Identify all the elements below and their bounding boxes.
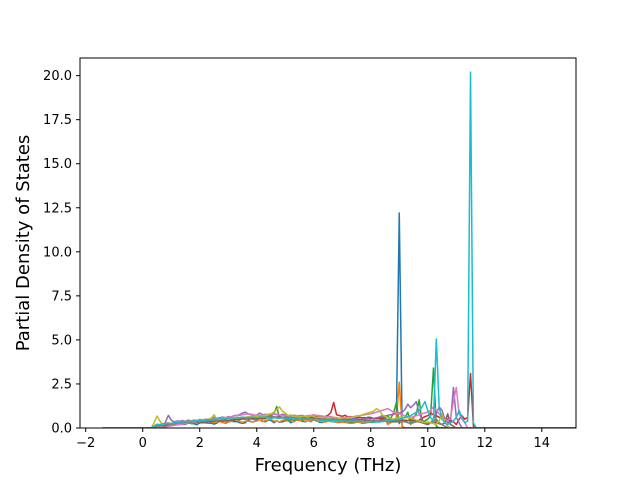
y-axis: 0.0 2.5 5.0 7.5 10.0 12.5 15.0 17.5 20.0 <box>43 69 80 437</box>
y-tick-label: 17.5 <box>43 113 72 128</box>
y-tick-label: 12.5 <box>43 201 72 216</box>
y-tick-label: 7.5 <box>51 289 72 304</box>
x-tick-label: 6 <box>310 436 318 451</box>
series-line-10 <box>102 71 571 428</box>
x-tick-label: 8 <box>367 436 375 451</box>
y-tick-label: 10.0 <box>43 245 72 260</box>
x-tick-label: −2 <box>76 436 95 451</box>
x-tick-label: 10 <box>419 436 436 451</box>
y-tick-label: 5.0 <box>51 333 72 348</box>
y-tick-label: 15.0 <box>43 157 72 172</box>
series-layer <box>102 71 576 428</box>
y-tick-label: 0.0 <box>51 422 72 437</box>
x-axis-label: Frequency (THz) <box>255 455 402 476</box>
y-axis-label: Partial Density of States <box>13 135 34 352</box>
x-tick-label: 14 <box>534 436 551 451</box>
plot-area-frame <box>79 57 577 429</box>
x-axis: −2 0 2 4 6 8 10 12 14 <box>76 428 550 451</box>
x-tick-label: 2 <box>196 436 204 451</box>
x-tick-label: 4 <box>253 436 261 451</box>
y-tick-label: 20.0 <box>43 69 72 84</box>
x-tick-label: 12 <box>477 436 494 451</box>
x-tick-label: 0 <box>139 436 147 451</box>
y-tick-label: 2.5 <box>51 377 72 392</box>
